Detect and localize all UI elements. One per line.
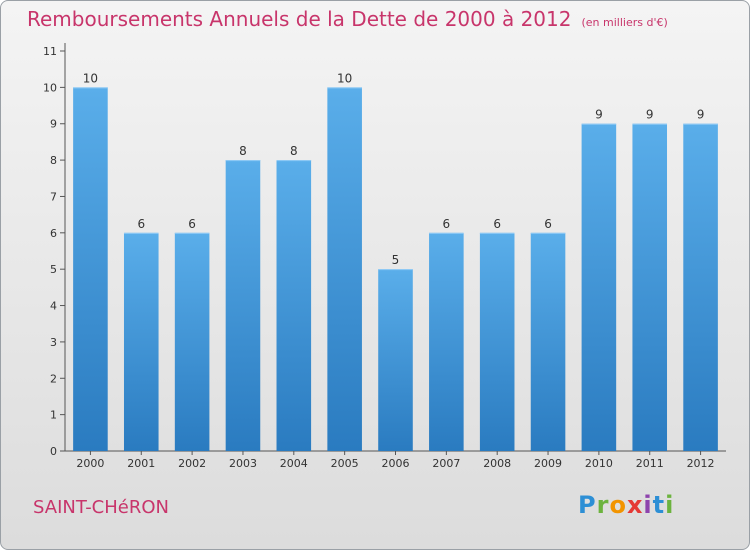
y-tick-label: 1 [50,409,57,422]
y-tick-label: 11 [43,45,57,58]
bar [378,269,413,451]
bar-value-label: 8 [239,144,247,158]
chart-title-text: Remboursements Annuels de la Dette de 20… [27,7,572,31]
bar [73,87,108,451]
x-tick-label: 2006 [382,457,410,470]
bar-value-label: 10 [337,71,352,85]
bar-value-label: 5 [392,253,400,267]
bar-value-label: 9 [595,108,603,122]
x-tick-label: 2005 [331,457,359,470]
logo-letter: i [643,491,653,519]
bar-value-label: 9 [697,108,705,122]
y-tick-label: 9 [50,118,57,131]
x-tick-label: 2008 [483,457,511,470]
logo-letter: i [665,491,675,519]
logo-letter: r [596,491,610,519]
chart-title: Remboursements Annuels de la Dette de 20… [27,7,668,31]
logo-letter: P [578,491,597,519]
y-tick-label: 10 [43,81,57,94]
bar-value-label: 6 [137,217,145,231]
bar [632,123,668,452]
bar [683,123,718,452]
y-tick-label: 8 [50,154,57,167]
y-tick-label: 5 [50,263,57,276]
x-tick-label: 2000 [76,457,104,470]
y-tick-label: 3 [50,336,57,349]
x-tick-label: 2009 [534,457,562,470]
y-tick-label: 7 [50,190,57,203]
commune-name: SAINT-CHéRON [33,497,170,518]
bar-value-label: 9 [646,108,654,122]
proxiti-logo: Proxiti [578,491,674,519]
bar [225,160,261,451]
bar [429,232,464,451]
x-tick-label: 2012 [687,457,715,470]
x-tick-label: 2007 [432,457,460,470]
x-tick-label: 2011 [636,457,664,470]
x-tick-label: 2002 [178,457,206,470]
x-tick-label: 2003 [229,457,257,470]
logo-letter: t [652,491,666,519]
bar [174,232,210,451]
bar-value-label: 10 [83,71,98,85]
bar [530,232,566,451]
x-tick-label: 2001 [127,457,155,470]
bar [327,87,362,451]
bar-value-label: 6 [443,217,451,231]
y-tick-label: 6 [50,227,57,240]
bar [123,232,159,451]
bar-value-label: 6 [544,217,552,231]
bar-value-label: 8 [290,144,298,158]
bar [581,123,617,452]
x-tick-label: 2010 [585,457,613,470]
x-tick-label: 2004 [280,457,308,470]
bar [479,232,515,451]
bar [276,160,312,451]
logo-letter: x [626,491,644,519]
chart-unit: (en milliers d'€) [581,16,668,29]
y-tick-label: 4 [50,300,57,313]
bar-value-label: 6 [188,217,196,231]
bar-value-label: 6 [493,217,501,231]
logo-letter: o [609,491,627,519]
y-tick-label: 0 [50,445,57,458]
y-tick-label: 2 [50,372,57,385]
